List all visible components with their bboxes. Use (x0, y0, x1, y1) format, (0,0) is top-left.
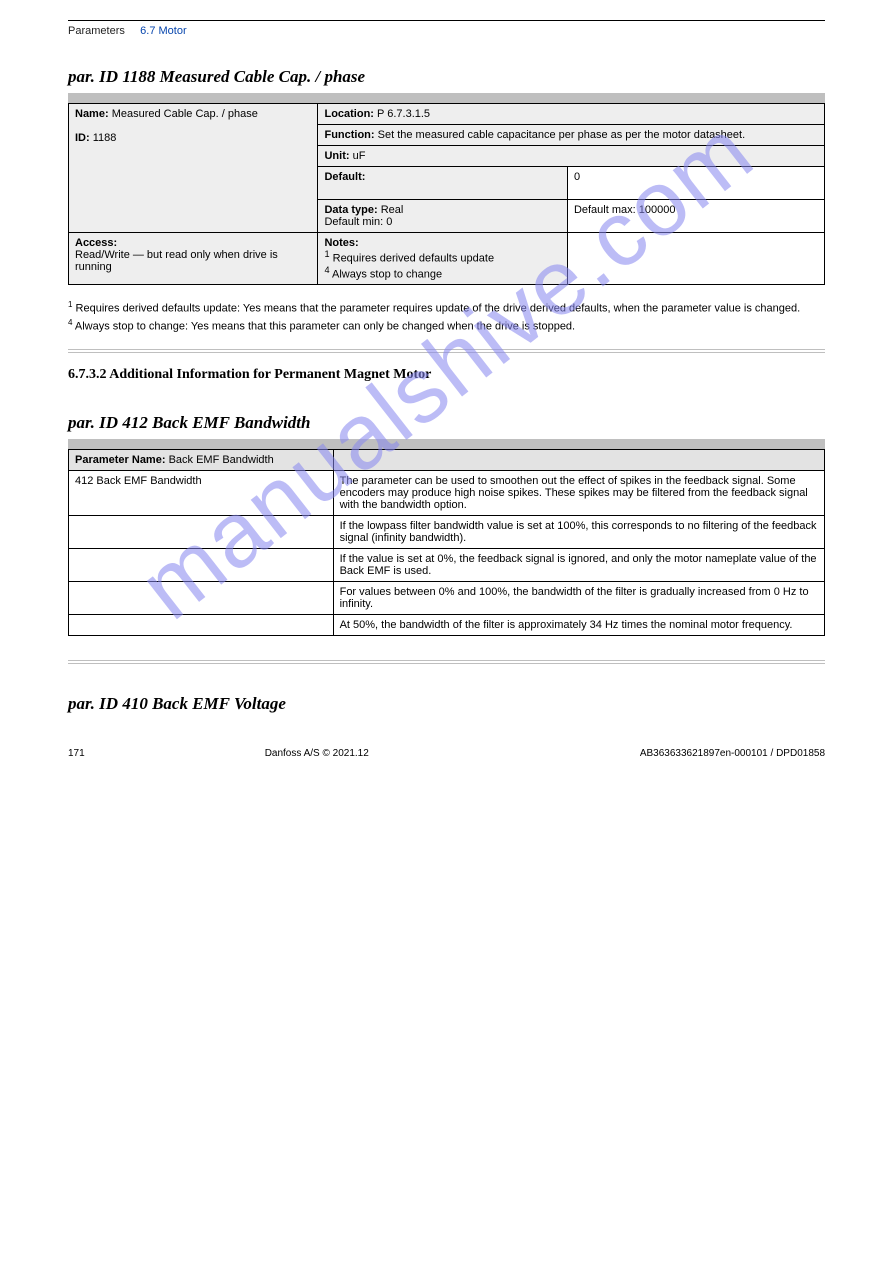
double-rule (68, 349, 825, 353)
loc-value: P 6.7.3.1.5 (377, 108, 430, 120)
footer: 171 Danfoss A/S © 2021.12 AB363633621897… (0, 740, 893, 759)
func-value: Set the measured cable capacitance per p… (378, 129, 746, 141)
table-head-row: Parameter Name: Back EMF Bandwidth (69, 450, 825, 471)
min-label: Default min: (324, 216, 383, 228)
table-row: 412 Back EMF BandwidthThe parameter can … (69, 471, 825, 516)
footnotes: 1 Requires derived defaults update: Yes … (68, 299, 825, 335)
datatype-label: Data type: (324, 204, 377, 216)
min-value: 0 (386, 216, 392, 228)
max-value: 100000 (639, 204, 676, 216)
col-head-name: Parameter Name: (75, 454, 166, 466)
divider-bar (68, 439, 825, 449)
func-label: Function: (324, 129, 374, 141)
note1: Requires derived defaults update (333, 253, 494, 265)
table-row: For values between 0% and 100%, the band… (69, 582, 825, 615)
access-value: Read/Write — but read only when drive is… (75, 249, 278, 273)
note-sup: 1 (324, 249, 329, 259)
unit-label: Unit: (324, 150, 349, 162)
param-table-1: Name: Measured Cable Cap. / phase ID: 11… (68, 103, 825, 285)
id-value: 1188 (93, 132, 117, 144)
name-label: Name: (75, 108, 109, 120)
note2: Always stop to change (332, 268, 442, 280)
table-row: Name: Measured Cable Cap. / phase ID: 11… (69, 104, 825, 125)
max-label: Default max: (574, 204, 636, 216)
table-row: Access: Read/Write — but read only when … (69, 233, 825, 285)
double-rule (68, 660, 825, 664)
loc-label: Location: (324, 108, 374, 120)
divider-bar (68, 93, 825, 103)
section3-title: par. ID 410 Back EMF Voltage (68, 694, 825, 714)
table-row: If the value is set at 0%, the feedback … (69, 549, 825, 582)
notes-label: Notes: (324, 237, 358, 249)
default-value: 0 (574, 171, 580, 183)
table-row: At 50%, the bandwidth of the filter is a… (69, 615, 825, 636)
section1-title: par. ID 1188 Measured Cable Cap. / phase (68, 67, 825, 87)
top-rule (68, 20, 825, 21)
section2-heading: 6.7.3.2 Additional Information for Perma… (68, 367, 825, 383)
unit-value: uF (353, 150, 366, 162)
breadcrumb: Parameters 6.7 Motor (68, 25, 825, 37)
note-sup: 4 (324, 265, 329, 275)
access-label: Access: (75, 237, 117, 249)
name-value: Measured Cable Cap. / phase (112, 108, 258, 120)
section2-title: par. ID 412 Back EMF Bandwidth (68, 413, 825, 433)
footer-code: AB363633621897en-000101 / DPD01858 (640, 748, 825, 759)
page-number: 171 (68, 748, 85, 759)
param-table-2: Parameter Name: Back EMF Bandwidth 412 B… (68, 449, 825, 636)
breadcrumb-left: Parameters (68, 25, 125, 37)
id-label: ID: (75, 132, 90, 144)
breadcrumb-link[interactable]: 6.7 Motor (140, 25, 186, 37)
default-label: Default: (324, 171, 365, 183)
footer-doc: Danfoss A/S © 2021.12 (265, 748, 369, 759)
datatype-value: Real (381, 204, 404, 216)
table-row: If the lowpass filter bandwidth value is… (69, 516, 825, 549)
